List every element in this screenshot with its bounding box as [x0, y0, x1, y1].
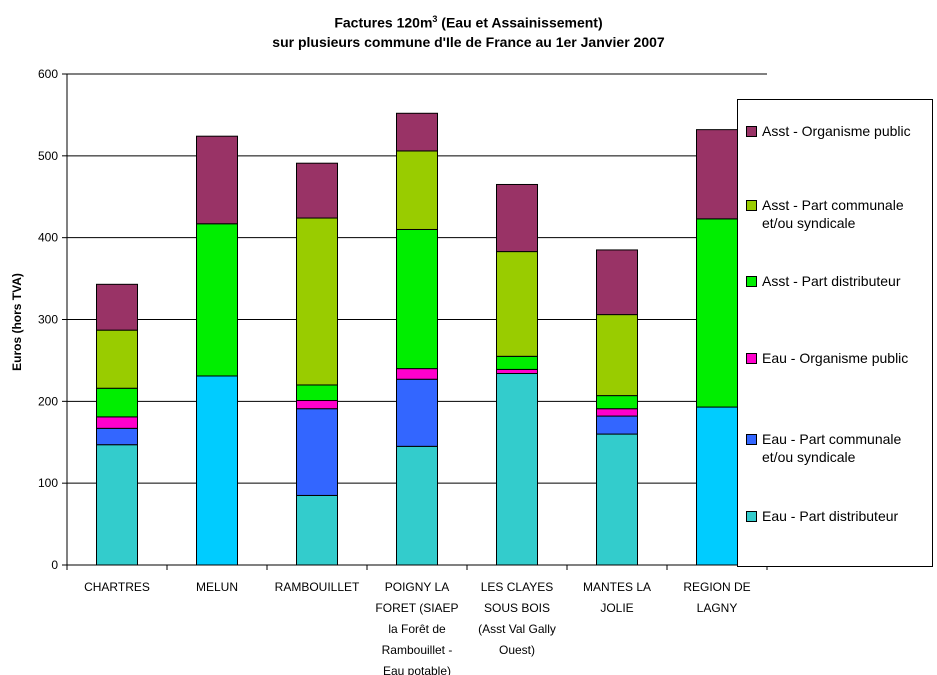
- legend-swatch: [746, 353, 757, 364]
- bar-segment: [596, 314, 638, 397]
- bar-segment: [296, 400, 338, 410]
- legend-label-line: et/ou syndicale: [762, 215, 856, 231]
- y-tick-label: 400: [38, 231, 58, 245]
- x-tick-label-line: MELUN: [196, 580, 238, 594]
- bar-segment: [96, 416, 138, 429]
- bar-segment: [296, 494, 338, 566]
- bar-segment: [696, 406, 738, 566]
- y-tick-label: 200: [38, 394, 58, 408]
- x-tick-label: MANTES LA JOLIE: [583, 580, 651, 615]
- bar-segment: [296, 217, 338, 386]
- x-tick-label-line: POIGNY LA: [385, 580, 449, 594]
- x-tick-label: LES CLAYES SOUS BOIS (Asst Val Gally Ouest): [478, 580, 556, 657]
- bar-segment: [696, 129, 738, 220]
- legend-label-line: Eau - Part distributeur: [762, 508, 899, 524]
- bar-segment: [396, 445, 438, 566]
- bar-segment: [496, 251, 538, 357]
- chart-title-superscript: 3: [432, 14, 438, 24]
- bar-segment: [396, 150, 438, 230]
- chart-title: Factures 120m3 (Eau et Assainissement): [0, 14, 937, 31]
- bar-segment: [396, 368, 438, 380]
- x-tick-label: REGION DE LAGNY: [683, 580, 750, 615]
- legend-label-line: Asst - Part distributeur: [762, 273, 901, 289]
- legend-label-line: Eau - Organisme public: [762, 350, 909, 366]
- x-tick-label-line: FORET (SIAEP: [375, 601, 458, 615]
- x-tick-label-line: REGION DE: [683, 580, 750, 594]
- legend-swatch: [746, 200, 757, 211]
- x-tick-label-line: SOUS BOIS: [484, 601, 550, 615]
- bar-segment: [196, 135, 238, 225]
- legend-swatch: [746, 511, 757, 522]
- x-tick-label-line: MANTES LA: [583, 580, 651, 594]
- x-tick-label-line: Rambouillet -: [382, 643, 453, 657]
- x-tick-label-line: LAGNY: [697, 601, 738, 615]
- y-tick-label: 0: [51, 558, 58, 572]
- bar-segment: [596, 249, 638, 316]
- bar-segment: [496, 183, 538, 253]
- bar-segment: [296, 408, 338, 496]
- legend-label: Asst - Part distributeur: [762, 272, 934, 290]
- bar-segment: [496, 355, 538, 370]
- y-tick-label: 300: [38, 313, 58, 327]
- chart-title-prefix: Factures 120m: [334, 14, 433, 31]
- bar-segment: [196, 223, 238, 377]
- bar-segment: [696, 218, 738, 408]
- x-tick-label-line: Eau potable): [383, 664, 451, 675]
- bar-segment: [96, 329, 138, 389]
- x-tick-label: POIGNY LA FORET (SIAEP la Forêt de Rambouil…: [375, 580, 458, 675]
- legend-swatch: [746, 276, 757, 287]
- x-tick-label-line: RAMBOUILLET: [275, 580, 360, 594]
- chart-subtitle: sur plusieurs commune d'Ile de France au…: [272, 34, 665, 50]
- bar-segment: [596, 408, 638, 417]
- x-tick-label-line: la Forêt de: [388, 622, 446, 636]
- bar-segment: [496, 368, 538, 375]
- bar-segment: [396, 228, 438, 370]
- legend-label-line: et/ou syndicale: [762, 449, 856, 465]
- x-tick-label-line: CHARTRES: [84, 580, 150, 594]
- legend-label-line: Asst - Organisme public: [762, 123, 911, 139]
- bar-segment: [596, 433, 638, 566]
- legend-label: Eau - Part communale et/ou syndicale: [762, 430, 934, 466]
- bar-segment: [596, 395, 638, 410]
- legend-label-line: Asst - Part communale: [762, 197, 904, 213]
- y-tick-label: 600: [38, 67, 58, 81]
- legend-swatch: [746, 126, 757, 137]
- bar-segment: [96, 387, 138, 418]
- bar-segment: [96, 444, 138, 566]
- y-tick-label: 500: [38, 149, 58, 163]
- bars-layer: [96, 112, 738, 566]
- x-tick-label: RAMBOUILLET: [275, 580, 360, 594]
- x-tick-label: MELUN: [196, 580, 238, 594]
- bar-segment: [296, 162, 338, 219]
- legend-label: Asst - Organisme public: [762, 122, 934, 140]
- legend-label: Eau - Part distributeur: [762, 507, 934, 525]
- y-tick-label: 100: [38, 476, 58, 490]
- bar-segment: [396, 378, 438, 447]
- bar-segment: [596, 415, 638, 435]
- x-tick-label-line: Ouest): [499, 643, 535, 657]
- bar-segment: [496, 373, 538, 566]
- chart-title-suffix: (Eau et Assainissement): [437, 14, 603, 31]
- x-tick-label-line: JOLIE: [600, 601, 633, 615]
- chart-legend: Asst - Organisme public Asst - Part commu…: [737, 99, 933, 567]
- x-tick-label: CHARTRES: [84, 580, 150, 594]
- x-tick-label-line: (Asst Val Gally: [478, 622, 556, 636]
- y-axis-label: Euros (hors TVA): [10, 273, 24, 371]
- x-tick-label-line: LES CLAYES: [481, 580, 553, 594]
- legend-swatch: [746, 434, 757, 445]
- bar-segment: [96, 283, 138, 331]
- axis-layer: 0 100 200 300 400 500 600 CHARTRES MELUN RAMBOUIL…: [38, 67, 768, 675]
- bar-segment: [196, 375, 238, 566]
- bar-segment: [296, 384, 338, 402]
- legend-label: Eau - Organisme public: [762, 349, 934, 367]
- bar-segment: [396, 112, 438, 152]
- bar-segment: [96, 427, 138, 446]
- legend-label: Asst - Part communale et/ou syndicale: [762, 196, 934, 232]
- legend-label-line: Eau - Part communale: [762, 431, 902, 447]
